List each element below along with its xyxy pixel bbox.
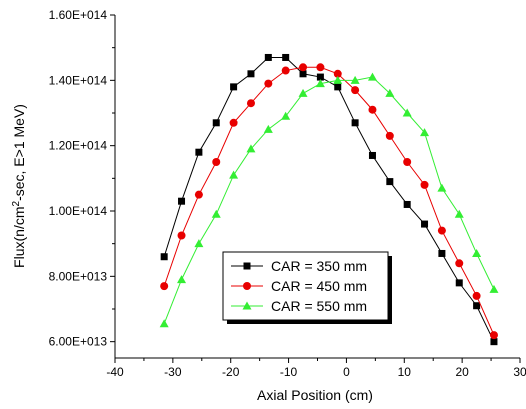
data-point bbox=[229, 170, 239, 179]
data-point bbox=[490, 338, 498, 346]
data-point bbox=[194, 190, 203, 199]
data-point bbox=[263, 124, 273, 133]
data-point bbox=[242, 301, 252, 310]
data-point bbox=[489, 284, 499, 293]
x-tick-label: -20 bbox=[222, 365, 240, 379]
x-tick-label: 30 bbox=[513, 365, 526, 379]
data-point bbox=[229, 118, 238, 127]
data-point bbox=[403, 200, 411, 208]
data-point bbox=[264, 53, 272, 61]
data-point bbox=[212, 119, 220, 127]
data-point bbox=[211, 209, 221, 218]
data-point bbox=[403, 158, 412, 166]
series-3 bbox=[159, 72, 499, 328]
data-point bbox=[350, 75, 360, 84]
y-axis-title-superscript: 2 bbox=[11, 200, 22, 206]
data-point bbox=[315, 79, 325, 88]
data-point bbox=[385, 131, 394, 140]
data-point bbox=[402, 108, 412, 117]
data-point bbox=[333, 75, 343, 84]
data-point bbox=[351, 119, 359, 127]
x-tick-label: 20 bbox=[455, 365, 469, 379]
y-tick-label: 1.60E+014 bbox=[49, 8, 108, 22]
y-tick-label: 1.20E+014 bbox=[49, 139, 108, 153]
data-point bbox=[212, 158, 221, 166]
data-point bbox=[178, 197, 186, 205]
legend-label: CAR = 550 mm bbox=[271, 298, 367, 314]
series-2 bbox=[160, 63, 498, 340]
data-point bbox=[334, 83, 342, 91]
data-point bbox=[333, 69, 342, 78]
legend: CAR = 350 mm CAR = 450 mm CAR = 550 mm bbox=[222, 251, 392, 324]
data-point bbox=[385, 88, 395, 97]
data-point bbox=[247, 70, 255, 78]
data-point bbox=[264, 79, 273, 88]
data-point bbox=[489, 331, 498, 340]
x-tick-label: -10 bbox=[280, 365, 298, 379]
data-point bbox=[177, 231, 186, 240]
y-axis-title-part-1: Flux(n/cm bbox=[11, 206, 27, 267]
y-tick-label: 1.40E+014 bbox=[49, 73, 108, 87]
series-line bbox=[163, 66, 495, 336]
data-point bbox=[177, 275, 187, 284]
y-tick-label: 8.00E+013 bbox=[49, 269, 108, 283]
data-point bbox=[351, 86, 360, 95]
data-point bbox=[386, 178, 394, 186]
data-point bbox=[368, 151, 376, 159]
x-tick-label: -30 bbox=[164, 365, 182, 379]
y-tick-label: 1.00E+014 bbox=[49, 204, 108, 218]
data-point bbox=[243, 282, 251, 290]
y-tick-label: 6.00E+013 bbox=[49, 335, 108, 349]
data-point bbox=[194, 239, 204, 248]
data-point bbox=[368, 105, 377, 114]
axes: -40 -30 -20 -10 0 10 20 30 6.00E+013 8.00E+013 1.0… bbox=[49, 8, 526, 379]
data-point bbox=[438, 249, 446, 257]
data-point bbox=[159, 319, 169, 328]
legend-entry-3: CAR = 550 mm bbox=[231, 298, 367, 314]
data-point bbox=[299, 63, 308, 72]
data-point bbox=[281, 111, 291, 120]
x-axis-title: Axial Position (cm) bbox=[257, 387, 373, 403]
legend-label: CAR = 350 mm bbox=[271, 258, 367, 274]
x-tick-label: -40 bbox=[106, 365, 124, 379]
data-point bbox=[455, 279, 463, 287]
series-group bbox=[159, 53, 499, 346]
y-axis-title-part-2: -sec, E>1 MeV) bbox=[11, 104, 27, 201]
data-point bbox=[299, 70, 307, 78]
x-tick-label: 10 bbox=[398, 365, 412, 379]
data-point bbox=[282, 53, 290, 61]
legend-entry-1: CAR = 350 mm bbox=[231, 258, 367, 274]
data-point bbox=[473, 302, 481, 310]
data-point bbox=[420, 180, 429, 189]
data-point bbox=[316, 73, 324, 81]
data-point bbox=[472, 291, 481, 300]
x-tick-label: 0 bbox=[343, 365, 350, 379]
data-point bbox=[437, 183, 447, 192]
data-point bbox=[454, 209, 464, 218]
data-point bbox=[420, 128, 430, 137]
data-point bbox=[195, 148, 203, 156]
data-point bbox=[246, 144, 256, 153]
data-point bbox=[472, 248, 482, 257]
data-point bbox=[230, 83, 238, 91]
data-point bbox=[160, 253, 168, 261]
data-point bbox=[246, 99, 255, 108]
data-point bbox=[437, 226, 446, 235]
data-point bbox=[298, 88, 308, 97]
legend-entry-2: CAR = 450 mm bbox=[231, 278, 367, 294]
data-point bbox=[281, 66, 290, 75]
data-point bbox=[421, 220, 429, 228]
y-axis-title: Flux(n/cm2-sec, E>1 MeV) bbox=[11, 104, 27, 268]
data-point bbox=[367, 72, 377, 81]
data-point bbox=[243, 262, 251, 270]
data-point bbox=[160, 282, 169, 291]
series-line bbox=[163, 76, 495, 324]
legend-label: CAR = 450 mm bbox=[271, 278, 367, 294]
data-point bbox=[455, 259, 464, 268]
data-point bbox=[316, 63, 325, 72]
